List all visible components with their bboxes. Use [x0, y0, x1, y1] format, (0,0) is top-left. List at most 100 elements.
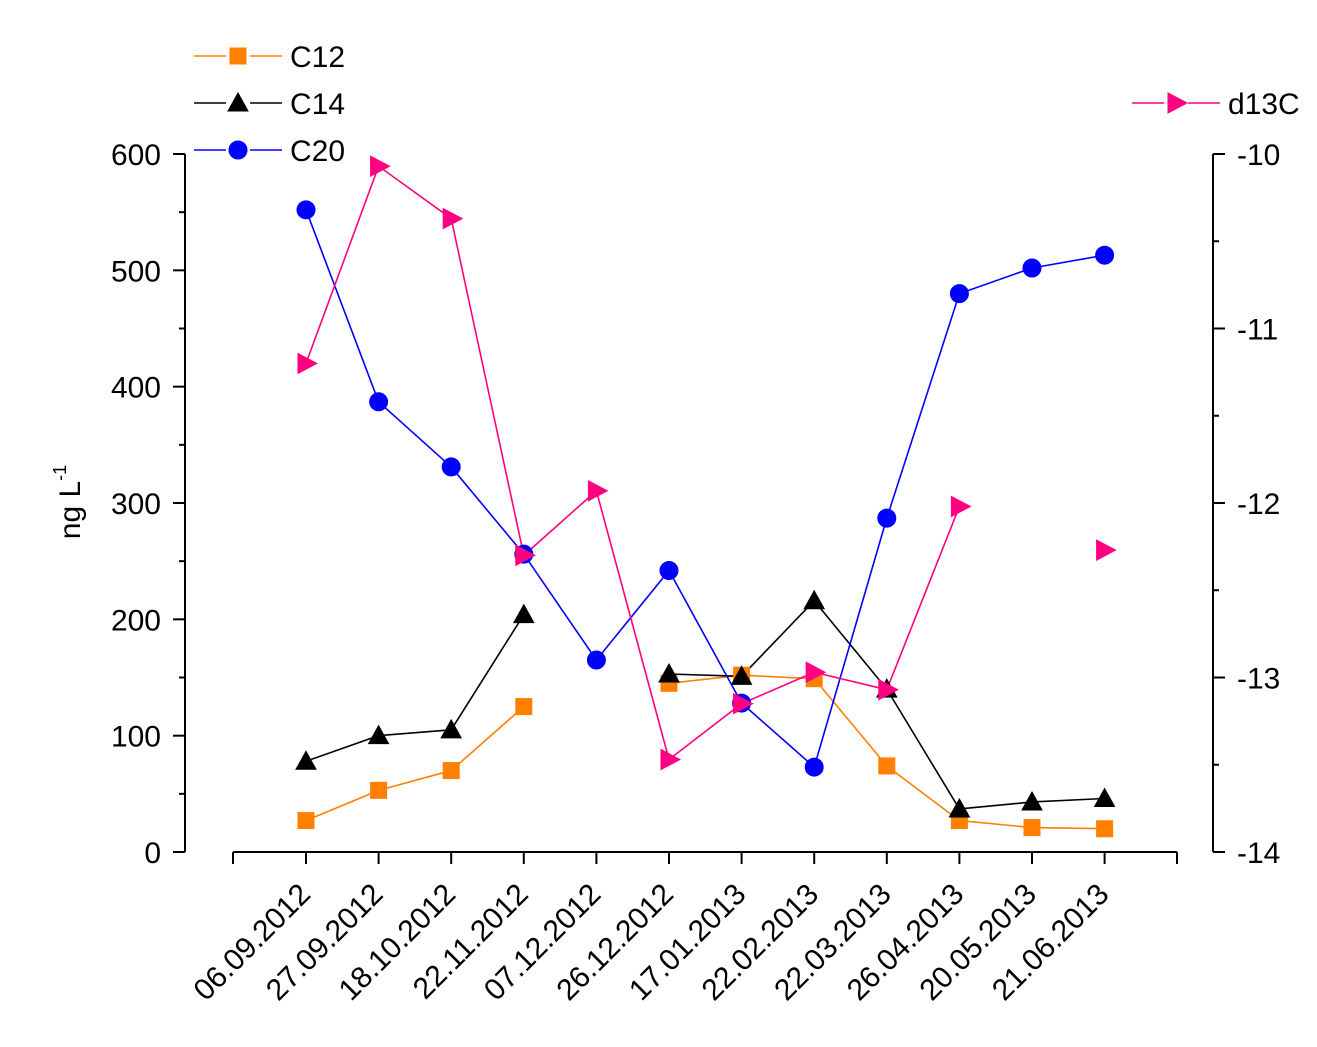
point-d13c [950, 495, 972, 518]
point-d13c [442, 207, 464, 230]
point-c12 [1096, 820, 1114, 838]
series-line-d13c [741, 671, 815, 705]
legend-marker-c12 [229, 47, 247, 65]
series-line-d13c [886, 506, 961, 691]
series-line-d13c [668, 703, 743, 761]
y-left-tick-label: 600 [111, 139, 161, 172]
legend-label: C12 [290, 41, 345, 74]
point-d13c [1096, 539, 1117, 561]
axes: 0100200300400500600-14-13-12-11-1006.09.… [111, 139, 1280, 1007]
point-c20 [369, 392, 389, 412]
series-line-c20 [741, 702, 815, 768]
point-c20 [949, 284, 969, 304]
point-c14 [367, 724, 390, 745]
series-line-d13c [523, 490, 597, 556]
y-right-tick-label: -12 [1237, 488, 1280, 521]
legend-label: C14 [290, 88, 345, 121]
y-right-tick-label: -11 [1237, 314, 1278, 347]
series-line-d13c [595, 490, 670, 760]
series-line-c12 [450, 705, 525, 772]
series-line-c12 [813, 678, 888, 767]
legend: C12 C14 C20 d13C [194, 41, 1300, 168]
point-c14 [658, 662, 680, 683]
series-line-c20 [378, 401, 452, 468]
legend-item-d13c: d13C [1132, 88, 1300, 121]
point-c12 [370, 781, 388, 799]
series-line-c14 [450, 614, 525, 731]
series-lines [305, 165, 1105, 830]
point-c12 [442, 762, 460, 780]
point-d13c [587, 479, 609, 502]
series-line-d13c [450, 218, 525, 556]
series-line-c12 [1031, 826, 1105, 830]
series-line-c14 [741, 600, 815, 677]
series-line-c14 [886, 688, 961, 810]
point-c20 [1022, 258, 1042, 278]
y-left-tick-label: 400 [111, 372, 161, 405]
point-d13c [297, 352, 319, 375]
series-line-c12 [959, 819, 1033, 829]
legend-marker-c14 [227, 91, 249, 112]
series-line-d13c [305, 165, 380, 364]
series-line-c14 [378, 729, 452, 737]
series-line-c20 [595, 569, 670, 661]
y-right-tick-label: -10 [1237, 139, 1280, 172]
point-c20 [296, 200, 316, 220]
series-line-c20 [523, 553, 598, 661]
series-line-c20 [305, 209, 380, 403]
point-c20 [804, 757, 824, 777]
series-line-c20 [1031, 254, 1105, 269]
point-c14 [440, 718, 463, 739]
point-d13c [370, 155, 391, 178]
y-right-tick-label: -13 [1237, 663, 1280, 696]
point-c14 [803, 589, 826, 610]
series-line-c20 [886, 293, 961, 519]
legend-marker-c20 [228, 140, 248, 160]
point-c20 [586, 650, 606, 670]
series-markers [295, 155, 1117, 838]
point-c14 [512, 603, 535, 624]
legend-label: C20 [290, 135, 345, 168]
series-line-c20 [450, 466, 525, 555]
y-left-tick-label: 300 [111, 488, 161, 521]
y-left-tick-label: 0 [144, 837, 161, 870]
series-line-c20 [959, 267, 1033, 295]
point-c14 [1021, 790, 1043, 811]
y-left-tick-label: 100 [111, 721, 161, 754]
series-line-c20 [813, 517, 888, 768]
point-d13c [733, 692, 754, 715]
series-line-c14 [1031, 797, 1105, 803]
y-axis-title: ng L-1 [50, 465, 87, 539]
series-line-c14 [305, 734, 379, 763]
point-c20 [877, 508, 897, 528]
point-c12 [515, 698, 533, 716]
series-line-c14 [668, 673, 742, 678]
point-d13c [805, 661, 827, 684]
series-line-c12 [886, 765, 960, 822]
y-left-tick-label: 500 [111, 255, 161, 288]
point-c14 [295, 750, 317, 770]
series-line-c14 [959, 801, 1033, 810]
legend-item-c14: C14 [194, 88, 345, 121]
point-d13c [660, 748, 682, 771]
point-c14 [1093, 787, 1116, 807]
point-c12 [878, 757, 896, 775]
y-left-tick-label: 200 [111, 604, 161, 637]
point-d13c [878, 678, 899, 701]
series-line-c12 [378, 769, 452, 792]
series-line-c20 [668, 570, 743, 704]
series-line-c12 [305, 789, 379, 822]
series-line-d13c [378, 165, 452, 220]
point-c12 [1023, 819, 1041, 837]
point-c14 [948, 797, 971, 818]
point-c14 [730, 665, 753, 685]
point-c20 [441, 457, 461, 477]
point-c20 [1095, 245, 1115, 265]
point-c20 [659, 560, 679, 580]
point-d13c [515, 544, 536, 567]
legend-item-c20: C20 [194, 135, 345, 168]
y-axis-title-superscript: -1 [50, 465, 70, 481]
legend-label: d13C [1228, 88, 1300, 121]
series-line-d13c [814, 671, 887, 691]
